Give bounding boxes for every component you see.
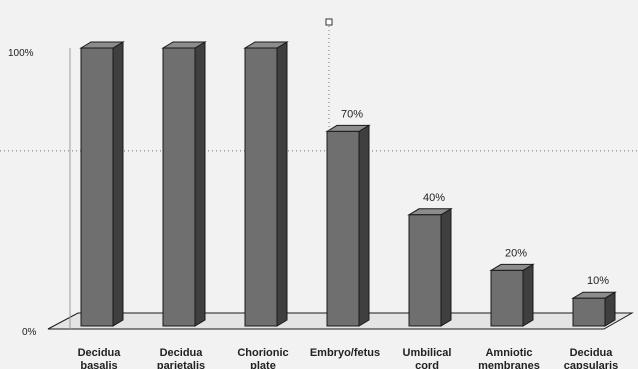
category-label-line: cord [415,360,439,369]
y-axis: 0% 100% [8,48,71,338]
y-tick-label: 0% [22,327,37,338]
bar-side [276,41,288,327]
category-label: Chorionic plate [237,347,288,369]
category-label-line: Decidua [570,347,614,359]
category-label-line: capsularis [564,360,618,369]
category-label-line: parietalis [157,360,205,369]
category-label: Umbilical cord [403,347,452,369]
bar-front [572,297,606,327]
bar [243,41,289,327]
category-label-line: Chorionic [237,347,288,359]
category-label-line: basalis [80,360,117,369]
bar-side [112,41,124,327]
category-label-line: Umbilical [403,347,452,359]
data-label: 70% [341,108,363,120]
data-label: 20% [505,247,527,259]
category-label: Decidua basalis [78,347,122,369]
bar [161,41,207,327]
bar-front [244,47,278,327]
bar-front [408,214,442,327]
category-label-line: membranes [478,360,540,369]
bar [325,124,371,327]
data-label: 10% [587,275,609,287]
bar-front [80,47,114,327]
category-label-line: plate [250,360,276,369]
category-label-line: Embryo/fetus [310,347,380,359]
category-label: Embryo/fetus [310,347,380,359]
bar-front [490,269,524,327]
bar [571,291,617,327]
category-label-line: Decidua [78,347,122,359]
bar [407,207,453,327]
bar-side [522,263,534,327]
bar-side [358,124,370,327]
category-label: Decidua parietalis [157,347,205,369]
bar-side [440,207,452,327]
data-labels: 70% 40% 20% 10% [341,108,609,287]
bar-side [194,41,206,327]
category-label: Decidua capsularis [564,347,618,369]
bar [79,41,125,327]
y-tick-label: 100% [8,48,34,59]
category-label-line: Decidua [160,347,204,359]
category-label-line: Amniotic [485,347,532,359]
bar-front [162,47,196,327]
data-label: 40% [423,192,445,204]
bar-series [79,41,617,327]
bar-front [326,130,360,327]
category-label: Amniotic membranes [478,347,540,369]
bar [489,263,535,327]
selection-handle[interactable] [325,18,333,26]
